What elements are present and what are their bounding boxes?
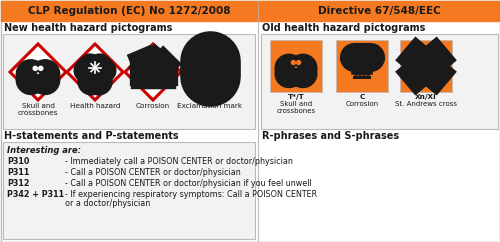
Text: Xn/Xi: Xn/Xi	[415, 94, 437, 100]
Text: Skull and
crossbones: Skull and crossbones	[18, 103, 58, 116]
FancyBboxPatch shape	[400, 40, 452, 92]
Polygon shape	[10, 44, 66, 100]
Text: - If experiencing respiratory symptoms: Call a POISON CENTER: - If experiencing respiratory symptoms: …	[65, 190, 317, 199]
Circle shape	[302, 73, 306, 76]
Polygon shape	[36, 72, 40, 74]
Text: Corrosion: Corrosion	[136, 103, 170, 109]
Circle shape	[44, 72, 48, 75]
Text: P342 + P311: P342 + P311	[7, 190, 64, 199]
Text: P311: P311	[7, 168, 30, 177]
Circle shape	[208, 78, 212, 83]
Text: Old health hazard pictograms: Old health hazard pictograms	[262, 23, 426, 33]
Text: R-phrases and S-phrases: R-phrases and S-phrases	[262, 131, 399, 141]
Polygon shape	[362, 68, 366, 76]
FancyBboxPatch shape	[259, 1, 499, 21]
Circle shape	[92, 58, 98, 64]
Text: P312: P312	[7, 179, 30, 188]
Text: - Immediately call a POISON CENTER or doctor/physician: - Immediately call a POISON CENTER or do…	[65, 157, 293, 166]
Polygon shape	[366, 68, 370, 76]
Polygon shape	[125, 44, 181, 100]
Polygon shape	[353, 76, 371, 79]
Text: Interesting are:: Interesting are:	[7, 146, 81, 155]
FancyBboxPatch shape	[3, 34, 255, 129]
Circle shape	[30, 62, 46, 77]
Text: CLP Regulation (EC) No 1272/2008: CLP Regulation (EC) No 1272/2008	[28, 6, 230, 16]
Polygon shape	[67, 44, 123, 100]
Text: C: C	[360, 94, 364, 100]
Text: or a doctor/physician: or a doctor/physician	[65, 199, 150, 208]
Circle shape	[28, 72, 32, 75]
Circle shape	[302, 66, 306, 69]
Text: St. Andrews cross: St. Andrews cross	[395, 101, 457, 107]
Circle shape	[44, 79, 48, 83]
FancyBboxPatch shape	[3, 142, 255, 239]
Polygon shape	[182, 44, 238, 100]
Text: Corrosion: Corrosion	[346, 101, 378, 107]
Circle shape	[288, 57, 304, 71]
Text: - Call a POISON CENTER or doctor/physician if you feel unwell: - Call a POISON CENTER or doctor/physici…	[65, 179, 312, 188]
Circle shape	[33, 66, 38, 70]
Text: Skull and
crossbones: Skull and crossbones	[276, 101, 316, 114]
Text: Exclamation mark: Exclamation mark	[178, 103, 242, 109]
FancyBboxPatch shape	[270, 40, 322, 92]
Text: P310: P310	[7, 157, 30, 166]
Circle shape	[38, 66, 43, 70]
Text: - Call a POISON CENTER or doctor/physician: - Call a POISON CENTER or doctor/physici…	[65, 168, 241, 177]
Text: H-statements and P-statements: H-statements and P-statements	[4, 131, 178, 141]
Polygon shape	[354, 68, 358, 76]
Circle shape	[286, 73, 290, 76]
Text: New health hazard pictograms: New health hazard pictograms	[4, 23, 172, 33]
Text: T*/T: T*/T	[288, 94, 304, 100]
Circle shape	[296, 60, 300, 64]
Polygon shape	[358, 67, 362, 76]
Circle shape	[292, 60, 296, 64]
Polygon shape	[294, 66, 298, 68]
Text: Health hazard: Health hazard	[70, 103, 120, 109]
Polygon shape	[90, 64, 100, 74]
Text: Directive 67/548/EEC: Directive 67/548/EEC	[318, 6, 440, 16]
FancyBboxPatch shape	[261, 34, 498, 129]
FancyBboxPatch shape	[336, 40, 388, 92]
Circle shape	[286, 66, 290, 69]
Circle shape	[28, 79, 32, 83]
FancyBboxPatch shape	[1, 1, 257, 21]
